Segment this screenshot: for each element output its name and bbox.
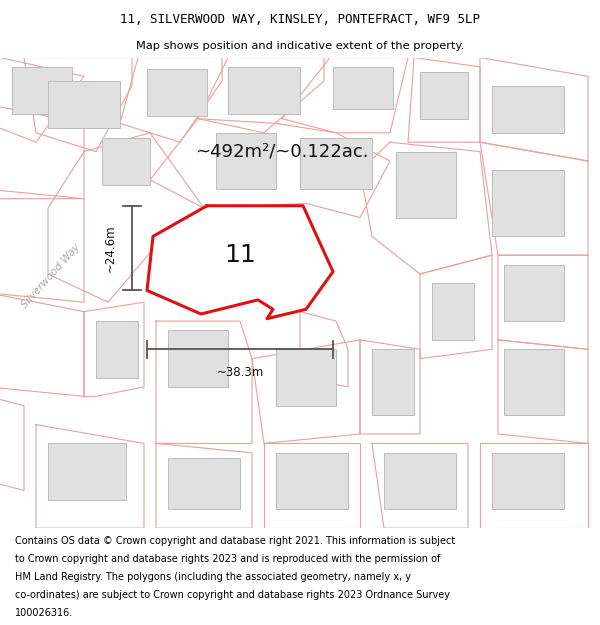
Bar — [492, 171, 564, 236]
Text: Contains OS data © Crown copyright and database right 2021. This information is : Contains OS data © Crown copyright and d… — [15, 536, 455, 546]
Text: 100026316.: 100026316. — [15, 608, 73, 618]
Polygon shape — [150, 119, 390, 218]
Bar — [276, 349, 336, 406]
Polygon shape — [156, 443, 252, 528]
Polygon shape — [0, 396, 24, 491]
Polygon shape — [0, 292, 84, 396]
Polygon shape — [360, 142, 492, 274]
Polygon shape — [252, 340, 360, 443]
Polygon shape — [0, 104, 84, 199]
Text: ~24.6m: ~24.6m — [104, 224, 117, 272]
Bar — [504, 264, 564, 321]
Polygon shape — [48, 132, 204, 302]
Polygon shape — [36, 424, 144, 528]
Polygon shape — [147, 206, 333, 319]
Text: 11, SILVERWOOD WAY, KINSLEY, PONTEFRACT, WF9 5LP: 11, SILVERWOOD WAY, KINSLEY, PONTEFRACT,… — [120, 12, 480, 26]
Polygon shape — [360, 340, 420, 434]
Bar — [504, 349, 564, 415]
Bar — [432, 283, 474, 340]
Polygon shape — [282, 58, 408, 132]
Polygon shape — [420, 255, 492, 359]
Bar — [228, 67, 300, 114]
Polygon shape — [498, 340, 588, 443]
Bar — [216, 132, 276, 189]
Text: 11: 11 — [224, 243, 256, 267]
Bar — [147, 69, 207, 116]
Polygon shape — [408, 58, 480, 142]
Polygon shape — [0, 199, 84, 302]
Bar — [96, 321, 138, 378]
Bar — [300, 138, 372, 189]
Polygon shape — [300, 312, 348, 387]
Bar — [168, 331, 228, 387]
Bar — [276, 453, 348, 509]
Polygon shape — [480, 142, 588, 255]
Text: HM Land Registry. The polygons (including the associated geometry, namely x, y: HM Land Registry. The polygons (includin… — [15, 572, 411, 582]
Polygon shape — [0, 58, 84, 142]
Polygon shape — [84, 302, 144, 396]
Polygon shape — [372, 443, 468, 528]
Polygon shape — [480, 58, 588, 161]
Text: Map shows position and indicative extent of the property.: Map shows position and indicative extent… — [136, 41, 464, 51]
Polygon shape — [156, 321, 252, 443]
Bar — [168, 458, 240, 509]
Polygon shape — [198, 58, 324, 132]
Polygon shape — [264, 443, 360, 528]
Bar — [48, 443, 126, 500]
Bar — [102, 138, 150, 184]
Polygon shape — [24, 58, 132, 152]
Text: Silverwood Way: Silverwood Way — [20, 242, 82, 310]
Bar — [372, 349, 414, 415]
Text: ~492m²/~0.122ac.: ~492m²/~0.122ac. — [195, 142, 369, 161]
Bar — [48, 81, 120, 128]
Bar — [492, 86, 564, 132]
Bar — [420, 72, 468, 119]
Bar — [12, 67, 72, 114]
Text: to Crown copyright and database rights 2023 and is reproduced with the permissio: to Crown copyright and database rights 2… — [15, 554, 440, 564]
Polygon shape — [498, 255, 588, 349]
Polygon shape — [120, 58, 222, 142]
Bar — [396, 152, 456, 218]
Bar — [492, 453, 564, 509]
Text: ~38.3m: ~38.3m — [217, 366, 263, 379]
Polygon shape — [480, 443, 588, 528]
Text: co-ordinates) are subject to Crown copyright and database rights 2023 Ordnance S: co-ordinates) are subject to Crown copyr… — [15, 589, 450, 599]
Bar — [384, 453, 456, 509]
Bar — [333, 67, 393, 109]
